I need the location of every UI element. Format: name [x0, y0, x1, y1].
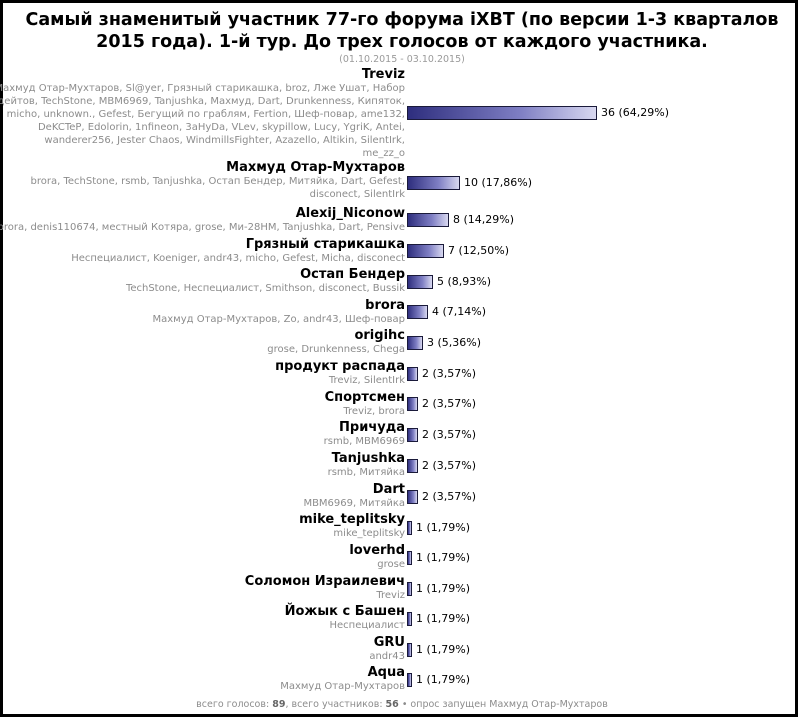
voters-list: brora, denis110674, местный Котяра, gros…	[0, 222, 405, 233]
candidate-name: Остап Бендер	[300, 267, 405, 282]
voters-list: DeKCTeP, Edolorin, 1nfineon, 3aHyDa, VLe…	[37, 122, 405, 133]
vote-value-label: 4 (7,14%)	[432, 305, 487, 318]
vote-value-label: 10 (17,86%)	[464, 176, 533, 189]
candidate-name: продукт распада	[275, 359, 405, 374]
vote-value-label: 5 (8,93%)	[437, 275, 492, 288]
vote-value-label: 1 (1,79%)	[416, 521, 471, 534]
voters-list: Неспециалист, Koeniger, andr43, micho, G…	[71, 253, 405, 264]
candidate-name: Aqua	[367, 665, 405, 680]
total-votes-label: всего голосов:	[196, 699, 270, 710]
vote-bar	[407, 521, 412, 535]
total-votes-value: 89	[272, 699, 286, 710]
poll-title: Самый знаменитый участник 77-го форума i…	[25, 10, 779, 52]
vote-value-label: 1 (1,79%)	[416, 582, 471, 595]
vote-bar	[407, 582, 412, 596]
vote-value-label: 2 (3,57%)	[422, 367, 477, 380]
voters-list: micho, unknown., Gefest, Бегущий по граб…	[6, 109, 405, 120]
poll-dates: (01.10.2015 - 03.10.2015)	[339, 54, 465, 65]
voters-list: TechStone, Неспециалист, Smithson, disco…	[125, 283, 405, 294]
vote-bar	[407, 490, 418, 504]
vote-bar	[407, 673, 412, 687]
candidate-name: Причуда	[339, 420, 405, 435]
poll-started-by: • опрос запущен Махмуд Отар-Мухтаров	[401, 699, 608, 710]
voters-list: Неспециалист	[329, 620, 405, 631]
vote-value-label: 1 (1,79%)	[416, 612, 471, 625]
vote-bar	[407, 106, 597, 120]
voters-list: rsmb, Митяйка	[327, 467, 405, 478]
vote-bar	[407, 551, 412, 565]
candidate-name: origihc	[354, 328, 405, 343]
voters-list: grose, Drunkenness, Chega	[267, 344, 405, 355]
candidate-name: loverhd	[349, 543, 405, 558]
voters-list: brora, TechStone, rsmb, Tanjushka, Остап…	[30, 176, 406, 187]
candidate-name: Alexij_Niconow	[295, 206, 405, 221]
vote-bar	[407, 275, 433, 289]
voters-list: Махмуд Отар-Мухтаров, Zo, andr43, Шеф-по…	[152, 314, 405, 325]
candidate-name: Соломон Израилевич	[244, 574, 405, 589]
voters-list: wanderer256, Jester Chaos, WindmillsFigh…	[44, 135, 405, 146]
candidate-name: mike_teplitsky	[299, 512, 405, 527]
voters-list: disconect, SilentIrk	[309, 189, 405, 200]
total-participants-value: 56	[385, 699, 399, 710]
vote-value-label: 3 (5,36%)	[427, 336, 482, 349]
vote-bar	[407, 428, 418, 442]
voters-list: andr43	[369, 651, 405, 662]
candidate-name: Спортсмен	[324, 390, 405, 405]
vote-bar	[407, 367, 418, 381]
voters-list: Treviz, SilentIrk	[328, 375, 405, 386]
voters-list: rsmb, MBM6969	[323, 436, 405, 447]
vote-value-label: 1 (1,79%)	[416, 643, 471, 656]
candidate-name: Йожык с Башен	[284, 604, 405, 619]
candidate-name: GRU	[373, 635, 405, 650]
voters-list: me_zz_o	[362, 148, 405, 159]
vote-value-label: 8 (14,29%)	[453, 213, 515, 226]
voters-list: алдейтов, TechStone, MBM6969, Tanjushka,…	[0, 96, 405, 107]
candidate-name: Dart	[372, 482, 405, 497]
vote-value-label: 1 (1,79%)	[416, 551, 471, 564]
vote-bar	[407, 612, 412, 626]
vote-bar	[407, 176, 460, 190]
vote-bar	[407, 305, 428, 319]
voters-list: Treviz, brora	[343, 406, 405, 417]
vote-value-label: 2 (3,57%)	[422, 459, 477, 472]
candidate-name: Махмуд Отар-Мухтаров	[226, 160, 405, 175]
vote-bar	[407, 643, 412, 657]
total-participants-label: , всего участников:	[285, 699, 383, 710]
vote-value-label: 36 (64,29%)	[601, 106, 670, 119]
vote-bar	[407, 459, 418, 473]
vote-bar	[407, 397, 418, 411]
vote-value-label: 1 (1,79%)	[416, 673, 471, 686]
vote-bar	[407, 336, 423, 350]
candidate-name: Tanjushka	[331, 451, 405, 466]
poll-results: Treviz Махмуд Отар-Мухтаров, Sl@yer, Гряз…	[0, 3, 798, 720]
voters-list: Treviz	[376, 590, 405, 601]
voters-list: Махмуд Отар-Мухтаров, Sl@yer, Грязный ст…	[0, 83, 405, 94]
candidate-name: Грязный старикашка	[245, 237, 405, 252]
vote-bar	[407, 213, 449, 227]
voters-list: mike_teplitsky	[333, 528, 405, 539]
candidate-name: Treviz	[361, 67, 405, 82]
vote-value-label: 2 (3,57%)	[422, 428, 477, 441]
voters-list: MBM6969, Митяйка	[303, 498, 405, 509]
candidate-name: brora	[365, 298, 405, 313]
vote-value-label: 2 (3,57%)	[422, 490, 477, 503]
voters-list: grose	[377, 559, 405, 570]
voters-list: Махмуд Отар-Мухтаров	[280, 681, 405, 692]
poll-footer: всего голосов: 89, всего участников: 56 …	[3, 699, 798, 710]
vote-value-label: 7 (12,50%)	[448, 244, 510, 257]
vote-bar	[407, 244, 444, 258]
vote-value-label: 2 (3,57%)	[422, 397, 477, 410]
